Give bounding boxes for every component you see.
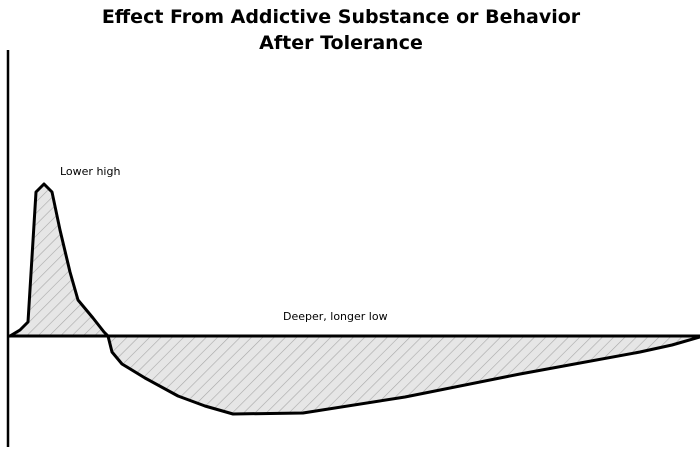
diagram-title: Effect From Addictive Substance or Behav… [0,4,682,56]
low-area [108,336,700,414]
high-area [10,184,108,336]
trough-label: Deeper, longer low [283,310,388,323]
title-line-2: After Tolerance [259,32,423,54]
effect-curve [8,182,700,416]
peak-label: Lower high [60,165,120,178]
title-line-1: Effect From Addictive Substance or Behav… [101,6,581,28]
